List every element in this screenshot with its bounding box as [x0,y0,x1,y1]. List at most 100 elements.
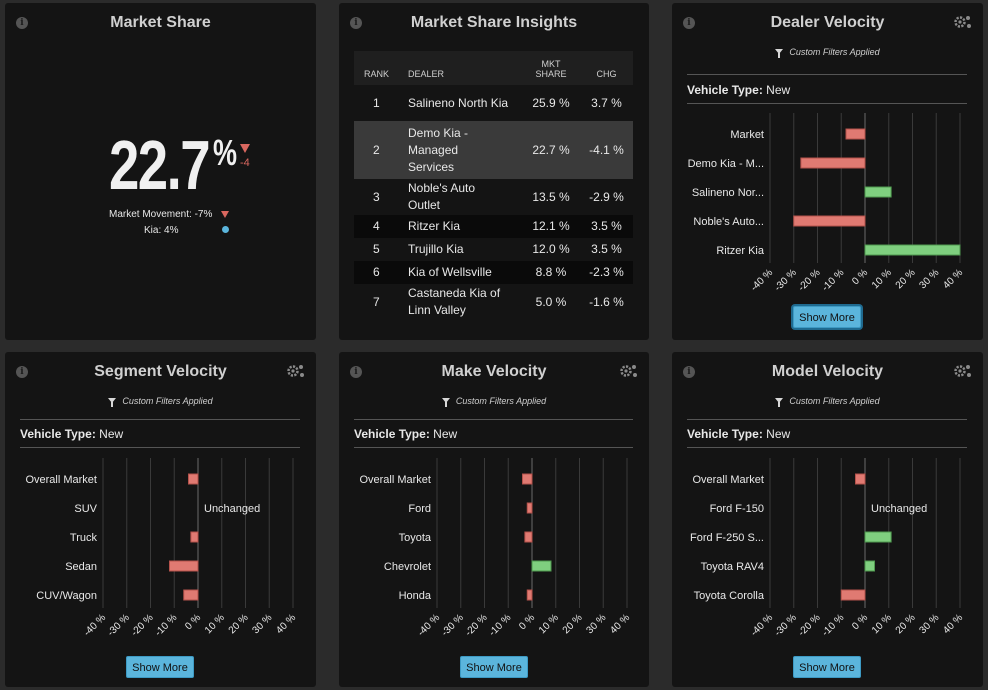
x-tick-label: -10 % [820,612,846,638]
category-label: Overall Market [359,474,431,486]
show-more-button[interactable]: Show More [793,656,861,678]
x-tick-label: -10 % [153,612,179,638]
legend-label: Market Movement: -7% [109,209,213,220]
info-icon[interactable]: i [683,366,695,378]
x-tick-label: 10 % [537,612,561,636]
category-label: CUV/Wagon [36,590,97,602]
share-cell: 25.9 % [532,95,570,110]
x-tick-label: 0 % [850,612,870,632]
table-row[interactable]: 2 Demo Kia - Managed Services 22.7 % -4.… [354,121,633,179]
rank-cell: 3 [373,189,380,204]
change-cell: 3.7 % [591,95,622,110]
triangle-down-icon [221,211,229,218]
dot-icon [222,226,229,233]
x-tick-label: -40 % [749,267,775,293]
category-label: Ford [408,503,431,515]
negative-bar [190,531,199,543]
category-label: Sedan [65,561,97,573]
dealer-cell: Castaneda Kia of Linn Valley [408,286,501,317]
vehicle-type: Vehicle Type: New [687,83,790,97]
category-label: Truck [70,532,98,544]
vehicle-type-value: New [99,427,124,441]
category-label: Honda [399,590,432,602]
table-row[interactable]: 5 Trujillo Kia 12.0 % 3.5 % [354,238,633,261]
negative-bar [855,473,866,485]
info-icon[interactable]: i [350,366,362,378]
vehicle-type-value: New [766,427,791,441]
segment-velocity-chart: -40 %-30 %-20 %-10 % 0 % 10 % 20 % 30 % 40 % O… [25,458,298,639]
category-label: Ford F-150 [710,503,764,515]
model-velocity-panel: i Model Velocity Custom Filters Applied … [672,352,983,687]
filters-applied[interactable]: Custom Filters Applied [672,47,983,59]
filters-label: Custom Filters Applied [122,396,213,406]
info-icon[interactable]: i [350,17,362,29]
unchanged-label: Unchanged [871,503,927,515]
divider [687,447,967,448]
negative-bar [183,589,199,601]
vehicle-type-label: Vehicle Type: [687,83,763,97]
settings-gear-icon[interactable] [953,14,973,30]
x-tick-label: -30 % [440,612,466,638]
table-row[interactable]: 7 Castaneda Kia of Linn Valley 5.0 % -1.… [354,284,633,320]
change-down-icon [240,144,250,153]
rank-cell: 2 [354,121,404,179]
make-velocity-panel: i Make Velocity Custom Filters Applied V… [339,352,649,687]
x-tick-label: -10 % [820,267,846,293]
table-row[interactable]: 3 Noble's Auto Outlet 13.5 % -2.9 % [354,179,633,215]
table-row[interactable]: 6 Kia of Wellsville 8.8 % -2.3 % [354,261,633,284]
negative-bar [524,531,533,543]
panel-title: Market Share [110,14,211,31]
vehicle-type-label: Vehicle Type: [687,427,763,441]
change-cell: 3.5 % [580,215,633,238]
category-label: Overall Market [692,474,764,486]
change-cell: -1.6 % [589,294,624,309]
info-icon[interactable]: i [16,366,28,378]
column-header-rank[interactable]: RANK [354,51,404,85]
filters-applied[interactable]: Custom Filters Applied [5,396,316,408]
table-row[interactable]: 4 Ritzer Kia 12.1 % 3.5 % [354,215,633,238]
column-header-dealer[interactable]: DEALER [404,51,522,85]
filter-icon [441,398,450,408]
negative-bar [169,560,199,572]
show-more-button[interactable]: Show More [793,306,861,328]
info-icon[interactable]: i [16,17,28,29]
negative-bar [845,128,866,140]
positive-bar [864,531,892,543]
filters-applied[interactable]: Custom Filters Applied [672,396,983,408]
rank-cell: 6 [354,261,404,284]
dealer-cell: Trujillo Kia [408,242,464,256]
market-share-insights-panel: i Market Share Insights RANK DEALER MKT … [339,3,649,340]
filter-icon [775,49,784,59]
rank-cell: 4 [354,215,404,238]
vehicle-type-value: New [766,83,791,97]
table-row[interactable]: 1 Salineno North Kia 25.9 % 3.7 % [354,85,633,121]
dealer-cell: Salineno North Kia [408,95,509,110]
category-label: Overall Market [25,474,97,486]
x-tick-label: -20 % [129,612,155,638]
x-tick-label: -20 % [463,612,489,638]
x-tick-label: -30 % [773,612,799,638]
show-more-button[interactable]: Show More [460,656,528,678]
x-tick-label: 40 % [941,612,965,636]
settings-gear-icon[interactable] [619,363,639,379]
divider [20,447,300,448]
column-header-chg[interactable]: CHG [580,51,633,85]
category-label: Noble's Auto... [693,216,764,228]
negative-bar [793,215,866,227]
info-icon[interactable]: i [683,17,695,29]
legend-label: Kia: 4% [144,225,179,236]
unchanged-label: Unchanged [204,503,260,515]
category-label: Ford F-250 S... [690,532,764,544]
vehicle-type: Vehicle Type: New [354,427,457,441]
x-tick-label: 10 % [203,612,227,636]
column-header-share[interactable]: MKT SHARE [522,51,580,85]
share-cell: 13.5 % [532,189,570,204]
show-more-button[interactable]: Show More [126,656,194,678]
positive-bar [864,186,892,198]
negative-bar [188,473,199,485]
settings-gear-icon[interactable] [953,363,973,379]
x-tick-label: 20 % [894,612,918,636]
filters-applied[interactable]: Custom Filters Applied [339,396,649,408]
share-cell: 12.0 % [532,242,570,256]
settings-gear-icon[interactable] [286,363,306,379]
